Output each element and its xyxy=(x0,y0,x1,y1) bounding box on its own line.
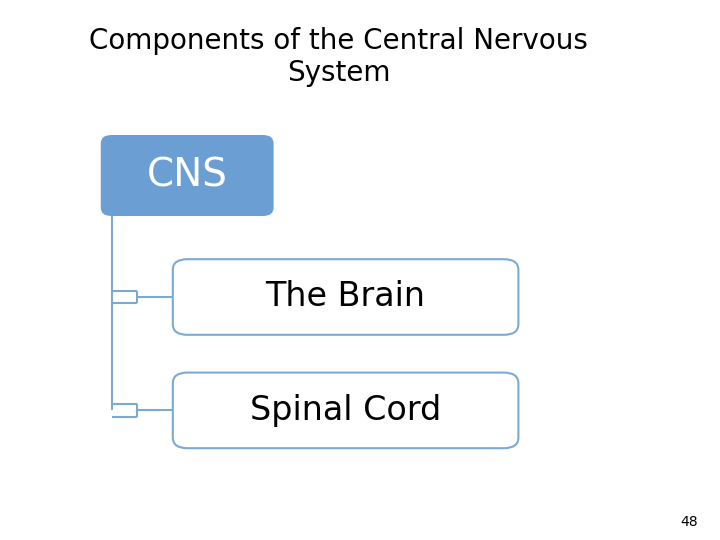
FancyBboxPatch shape xyxy=(173,373,518,448)
FancyBboxPatch shape xyxy=(173,259,518,335)
FancyBboxPatch shape xyxy=(101,135,274,216)
Text: 48: 48 xyxy=(681,515,698,529)
Text: Spinal Cord: Spinal Cord xyxy=(250,394,441,427)
Text: Components of the Central Nervous
System: Components of the Central Nervous System xyxy=(89,27,588,87)
Text: CNS: CNS xyxy=(147,157,228,194)
Text: The Brain: The Brain xyxy=(266,280,426,314)
